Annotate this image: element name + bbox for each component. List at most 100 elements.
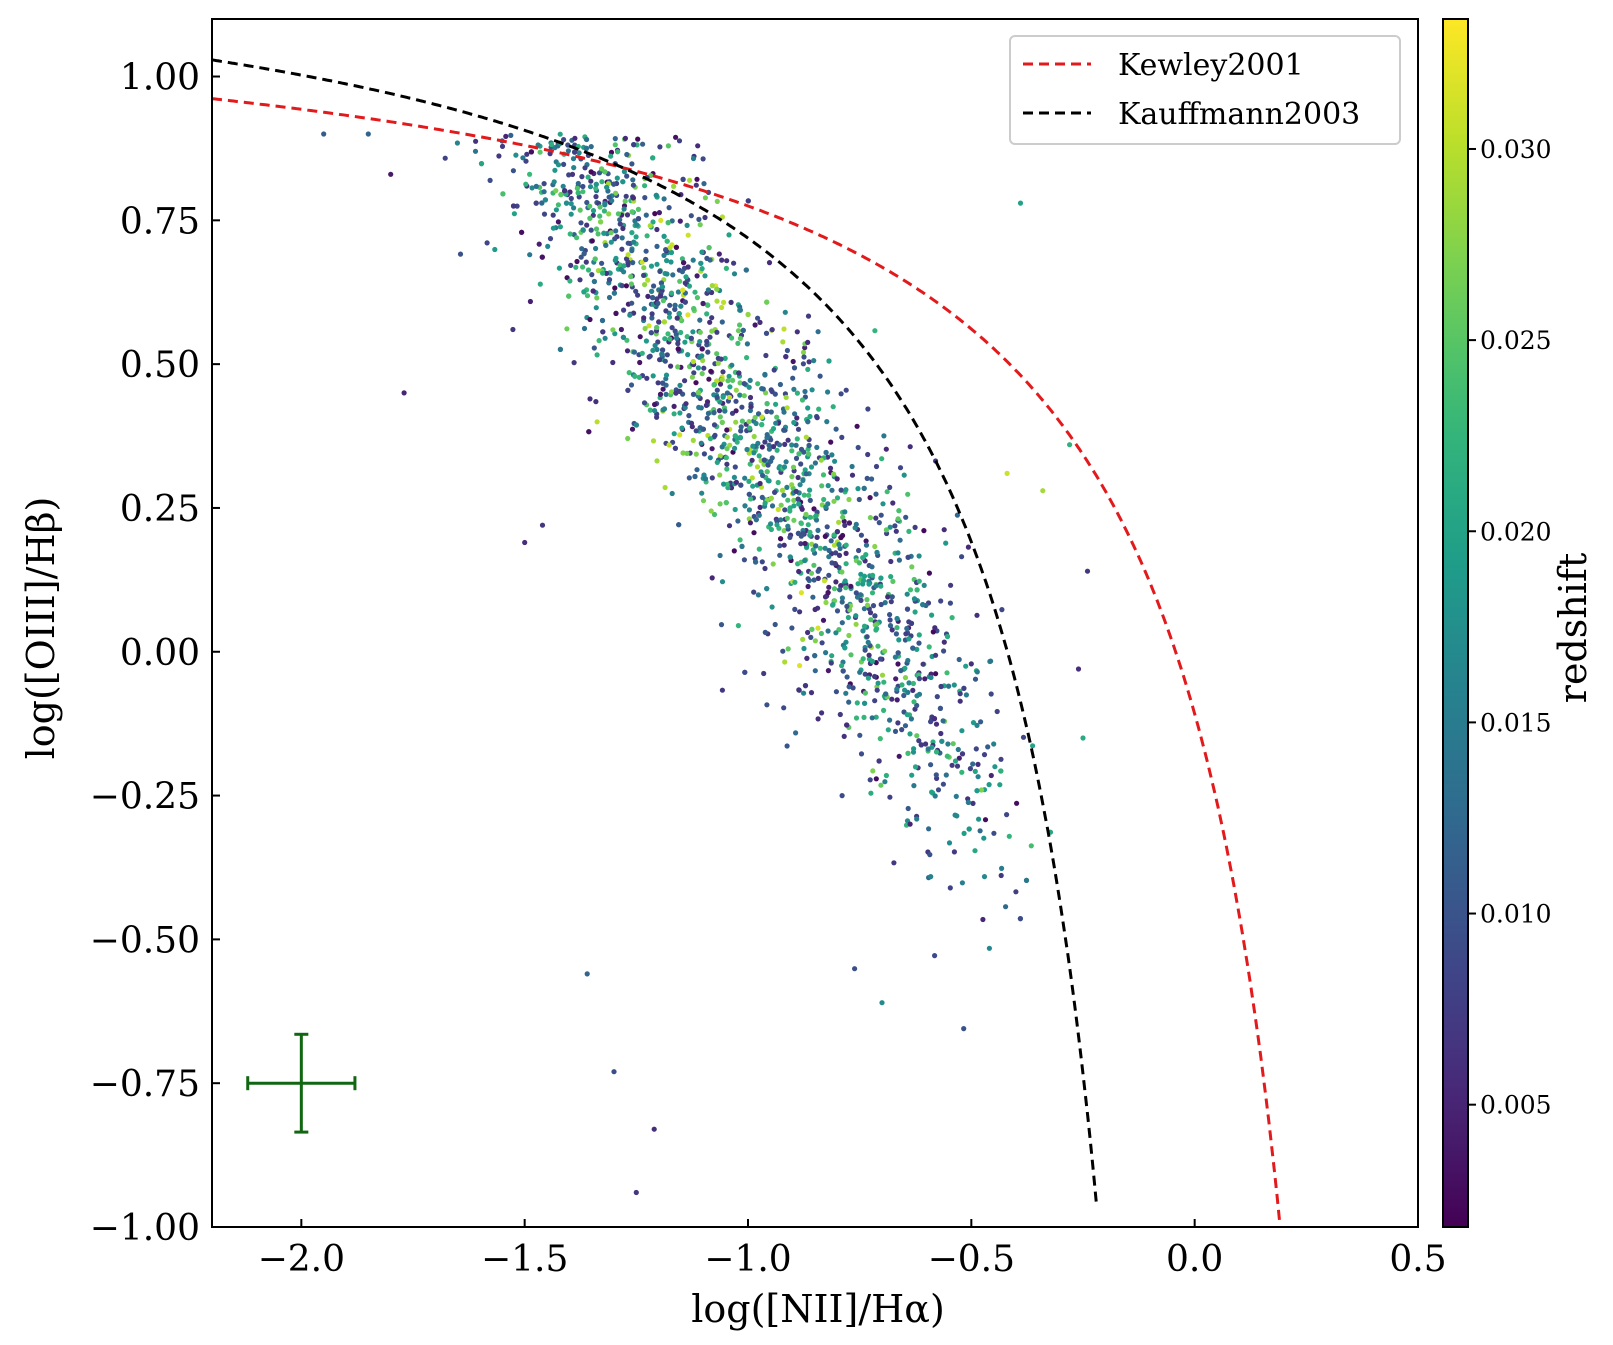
scatter-point [746,516,752,522]
scatter-point [590,212,596,218]
scatter-point [751,530,757,536]
scatter-point [952,812,958,818]
scatter-point [624,151,630,158]
scatter-point [719,319,725,325]
scatter-point [866,581,872,587]
scatter-point [700,357,706,364]
scatter-point [802,388,808,395]
scatter-point [815,527,821,534]
scatter-point [711,511,718,518]
scatter-point [922,676,928,682]
scatter-point [660,298,667,304]
scatter-point [696,404,702,410]
scatter-point [647,223,653,229]
scatter-point [709,283,715,289]
scatter-point [629,300,635,306]
scatter-point [800,636,806,643]
scatter-points [321,131,1091,1196]
scatter-point-outlier [584,971,590,977]
scatter-point [684,334,690,340]
scatter-point [822,545,828,551]
scatter-point [555,162,562,168]
scatter-point [797,482,803,488]
scatter-point [557,346,564,352]
scatter-point [726,523,733,529]
scatter-point [693,380,699,386]
legend: Kewley2001 Kauffmann2003 [1009,35,1401,145]
scatter-point [542,197,549,203]
scatter-point [873,463,880,470]
scatter-point [896,508,902,514]
scatter-point [1030,743,1036,749]
scatter-point [856,560,863,566]
scatter-point [914,693,920,699]
scatter-point-outlier [651,1126,657,1132]
scatter-point [539,200,545,206]
scatter-point [646,323,652,329]
scatter-point [829,653,835,659]
scatter-point [578,254,584,260]
scatter-point [663,247,669,253]
scatter-point [982,817,989,823]
scatter-point [732,464,738,470]
scatter-point [879,456,885,462]
scatter-point [949,615,955,621]
scatter-point [706,245,712,251]
scatter-point [624,348,631,354]
scatter-point [972,676,979,682]
scatter-point [802,683,809,689]
scatter-point [800,530,806,537]
scatter-point [882,779,888,785]
scatter-point [853,715,860,721]
scatter-point [649,315,655,321]
scatter-point [630,260,636,266]
scatter-point [820,472,827,478]
scatter-point [963,692,970,698]
scatter-point [861,714,867,721]
scatter-point [805,339,811,345]
y-tick-label: −1.00 [90,1208,200,1249]
scatter-point [704,415,710,421]
scatter-point [457,251,464,257]
scatter-point [685,312,691,318]
scatter-point [878,512,884,518]
scatter-point [548,141,555,148]
scatter-point [730,377,736,383]
scatter-point [714,387,720,393]
scatter-point [974,788,980,794]
scatter-point [812,606,818,613]
scatter-point [737,392,743,398]
x-tick-label: 0.5 [1389,1239,1446,1280]
scatter-point-outlier [539,522,546,528]
scatter-point [828,538,834,544]
scatter-point [789,482,795,488]
scatter-point [690,391,697,397]
scatter-point [622,135,629,141]
scatter-point [853,621,859,627]
scatter-point [805,576,811,582]
scatter-point [829,452,835,458]
scatter-point [662,336,668,342]
scatter-point [567,278,573,284]
scatter-point [884,489,890,495]
scatter-point [764,299,770,305]
scatter-point [654,346,660,353]
scatter-point [965,799,972,806]
scatter-point [714,351,720,357]
scatter-point-outlier [401,390,407,396]
scatter-point [650,373,656,379]
scatter-point [737,335,744,341]
scatter-point [745,198,751,204]
scatter-point [627,312,633,318]
scatter-point [845,614,852,621]
scatter-point [690,329,696,335]
scatter-point [802,540,808,547]
scatter-point [805,405,811,411]
scatter-point [694,176,700,182]
y-tick-label: 0.00 [120,633,200,674]
scatter-point [601,208,608,214]
scatter-point [561,161,567,167]
scatter-point [742,669,748,675]
scatter-point [700,156,706,162]
scatter-point [912,524,918,531]
